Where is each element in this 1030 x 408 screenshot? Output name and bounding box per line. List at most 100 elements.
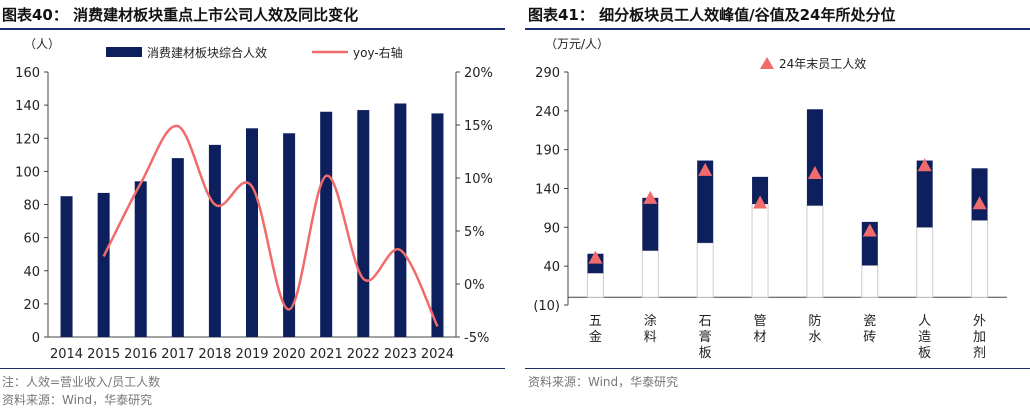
right-trough-bar bbox=[971, 219, 989, 298]
right-current-marker bbox=[972, 196, 987, 210]
left-y-tick-label: 20 bbox=[23, 298, 40, 313]
left-bar bbox=[357, 110, 370, 337]
right-x-tick-label: 板 bbox=[699, 346, 712, 361]
left-y-tick-label: 120 bbox=[15, 132, 40, 147]
left-bar bbox=[134, 181, 147, 337]
left-bar bbox=[394, 103, 407, 337]
right-x-tick-label: 板 bbox=[918, 346, 931, 361]
right-y-tick-label: 140 bbox=[535, 183, 560, 198]
right-range-bar bbox=[697, 160, 714, 243]
left-unit-label: （人） bbox=[24, 37, 60, 51]
right-x-tick-label: 管 bbox=[754, 314, 767, 329]
left-y2-tick-label: 5% bbox=[464, 225, 485, 240]
right-current-marker bbox=[917, 158, 932, 172]
left-bar bbox=[283, 133, 296, 337]
right-range-bar bbox=[971, 168, 988, 221]
right-legend-label: 24年末员工人效 bbox=[779, 56, 866, 71]
right-y-tick-label: 40 bbox=[543, 260, 560, 275]
right-x-tick-label: 材 bbox=[754, 330, 767, 345]
right-x-tick-label: 外 bbox=[973, 314, 986, 329]
left-bar bbox=[246, 128, 258, 337]
left-chart-note: 注：人效=营业收入/员工人数 bbox=[2, 375, 161, 389]
left-chart-source: 资料来源：Wind，华泰研究 bbox=[2, 393, 153, 407]
left-chart-title: 图表40： 消费建材板块重点上市公司人效及同比变化 bbox=[2, 6, 359, 24]
right-x-tick-label: 涂 bbox=[644, 313, 657, 329]
right-y-tick-label: 290 bbox=[535, 66, 560, 81]
left-y2-tick-label: 10% bbox=[464, 172, 493, 187]
right-x-tick-label: 加 bbox=[973, 330, 986, 345]
right-range-bar bbox=[642, 197, 659, 251]
right-y-tick-label: 190 bbox=[535, 144, 560, 159]
left-x-tick-label: 2019 bbox=[235, 347, 268, 362]
left-bar bbox=[97, 192, 110, 337]
right-chart-title: 图表41： 细分板块员工人效峰值/谷值及24年所处分位 bbox=[528, 6, 896, 24]
left-y2-tick-label: 0% bbox=[464, 278, 485, 293]
right-range-bar bbox=[916, 160, 933, 228]
right-trough-bar bbox=[751, 203, 769, 298]
left-y-tick-label: 40 bbox=[23, 265, 40, 280]
left-x-tick-label: 2015 bbox=[87, 347, 120, 362]
left-bar bbox=[60, 196, 73, 337]
right-x-tick-label: 造 bbox=[918, 330, 931, 345]
right-trough-bar bbox=[806, 205, 824, 298]
right-legend-marker-swatch bbox=[760, 57, 774, 69]
right-trough-bar bbox=[641, 250, 659, 298]
left-x-tick-label: 2020 bbox=[273, 347, 306, 362]
left-legend-bar-swatch bbox=[106, 47, 142, 57]
right-x-tick-label: 剂 bbox=[973, 346, 986, 361]
right-current-marker bbox=[643, 190, 658, 204]
left-x-tick-label: 2024 bbox=[421, 347, 454, 362]
right-x-tick-label: 膏 bbox=[699, 329, 712, 345]
left-yoy-line bbox=[102, 124, 439, 327]
right-current-marker bbox=[862, 223, 877, 237]
left-title-rule bbox=[0, 28, 505, 30]
right-current-marker bbox=[807, 165, 822, 179]
right-x-tick-label: 瓷 bbox=[863, 314, 876, 329]
right-y-tick-label: 90 bbox=[543, 221, 560, 236]
right-y-tick-label: 240 bbox=[535, 105, 560, 120]
right-trough-bar bbox=[916, 226, 934, 298]
right-current-marker bbox=[588, 250, 603, 264]
right-bottom-rule bbox=[525, 368, 1030, 369]
right-x-tick-label: 料 bbox=[644, 330, 657, 345]
right-title-rule bbox=[525, 28, 1030, 30]
right-current-marker bbox=[698, 162, 713, 176]
right-current-marker bbox=[753, 195, 768, 209]
left-bar bbox=[208, 144, 221, 337]
left-bar bbox=[320, 111, 333, 337]
left-y-tick-label: 80 bbox=[23, 199, 40, 214]
right-trough-bar bbox=[861, 264, 879, 298]
left-y2-tick-label: 20% bbox=[464, 66, 493, 81]
right-x-tick-label: 水 bbox=[808, 330, 821, 345]
right-trough-bar bbox=[696, 242, 714, 298]
left-bar bbox=[431, 113, 444, 337]
left-x-tick-label: 2018 bbox=[198, 347, 231, 362]
right-x-tick-label: 金 bbox=[589, 329, 602, 345]
left-x-tick-label: 2023 bbox=[384, 347, 417, 362]
left-x-tick-label: 2017 bbox=[161, 347, 194, 362]
right-y-tick-label: (10) bbox=[533, 299, 560, 314]
right-range-bar bbox=[806, 109, 823, 206]
right-x-tick-label: 五 bbox=[589, 314, 602, 329]
right-chart-source: 资料来源：Wind，华泰研究 bbox=[528, 375, 679, 389]
right-unit-label: （万元/人） bbox=[545, 37, 609, 51]
left-x-tick-label: 2022 bbox=[347, 347, 380, 362]
left-y-tick-label: 60 bbox=[23, 232, 40, 247]
left-x-tick-label: 2014 bbox=[50, 347, 83, 362]
left-y-tick-label: 100 bbox=[15, 165, 40, 180]
right-range-bar bbox=[752, 176, 769, 205]
left-y-tick-label: 140 bbox=[15, 99, 40, 114]
left-legend-bar-label: 消费建材板块综合人效 bbox=[147, 45, 267, 60]
right-x-tick-label: 石 bbox=[699, 314, 712, 329]
left-y2-tick-label: 15% bbox=[464, 119, 493, 134]
left-legend-line-label: yoy-右轴 bbox=[353, 45, 403, 60]
right-x-tick-label: 防 bbox=[808, 313, 821, 329]
left-y2-tick-label: -5% bbox=[464, 331, 489, 346]
left-x-tick-label: 2016 bbox=[124, 347, 157, 362]
right-x-tick-label: 砖 bbox=[863, 330, 876, 345]
left-x-tick-label: 2021 bbox=[310, 347, 343, 362]
left-y-tick-label: 0 bbox=[32, 331, 40, 346]
left-y-tick-label: 160 bbox=[15, 66, 40, 81]
right-trough-bar bbox=[586, 272, 604, 298]
